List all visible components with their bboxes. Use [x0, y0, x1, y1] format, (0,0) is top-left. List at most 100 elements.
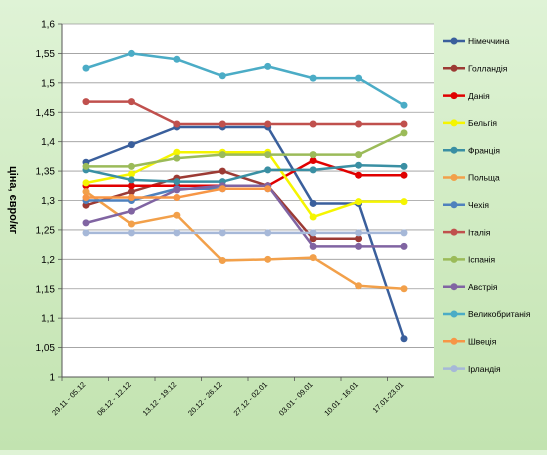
y-tick-label: 1,4 [41, 137, 55, 148]
legend-item: Австрія [443, 282, 498, 292]
data-point [309, 199, 317, 207]
y-tick-label: 1 [49, 373, 55, 384]
y-tick-label: 1,05 [36, 343, 56, 354]
series-line [85, 52, 405, 107]
data-point [82, 179, 90, 187]
data-point [309, 242, 317, 250]
data-point [355, 161, 363, 169]
data-point [355, 171, 363, 179]
data-point [309, 254, 317, 262]
data-point [127, 194, 135, 202]
data-point [264, 62, 272, 70]
legend-marker [450, 37, 458, 45]
series-line [86, 100, 404, 126]
data-point [82, 188, 90, 196]
data-point [173, 154, 181, 162]
data-point [82, 64, 90, 72]
legend-marker [450, 228, 458, 236]
data-point [264, 166, 272, 174]
legend-item: Ірландія [443, 364, 501, 374]
data-point [127, 170, 135, 178]
series-lines [82, 49, 408, 343]
data-point [218, 151, 226, 159]
data-point [264, 255, 272, 263]
data-point [127, 188, 135, 196]
data-point [127, 229, 135, 237]
legend-label: Франція [468, 145, 500, 155]
legend-label: Польща [468, 173, 500, 183]
data-point [173, 229, 181, 237]
data-point [400, 242, 408, 250]
legend-item: Голландія [443, 64, 508, 74]
data-point [218, 167, 226, 175]
data-point [173, 186, 181, 194]
data-point [218, 185, 226, 193]
legend-marker [450, 337, 458, 345]
legend-marker [450, 365, 458, 373]
series-group [82, 129, 408, 170]
data-point [127, 98, 135, 106]
data-point [309, 166, 317, 174]
data-point [218, 257, 226, 265]
series-group [82, 229, 408, 237]
data-point [309, 156, 317, 164]
series-group [82, 98, 408, 128]
legend-marker [450, 310, 458, 318]
legend-item: Чехія [443, 200, 489, 210]
legend-marker [450, 201, 458, 209]
legend-label: Німеччина [468, 36, 510, 46]
data-point [355, 74, 363, 82]
legend-item: Великобританія [443, 309, 531, 319]
x-tick-label: 20.12 - 26.12 [186, 380, 224, 418]
legend-marker [450, 92, 458, 100]
data-point [355, 151, 363, 159]
y-tick-label: 1,15 [36, 284, 56, 295]
data-point [355, 282, 363, 290]
y-axis-label: ціна, євро/кг [7, 166, 19, 235]
data-point [82, 194, 90, 202]
data-point [127, 162, 135, 170]
y-tick-label: 1,45 [36, 108, 56, 119]
data-point [127, 49, 135, 57]
x-tick-label: 27.12 - 02.01 [232, 380, 270, 418]
legend-marker [450, 146, 458, 154]
x-tick-label: 13.12 - 19.12 [141, 380, 179, 418]
data-point [355, 198, 363, 206]
data-point [127, 176, 135, 184]
y-tick-label: 1,25 [36, 225, 56, 236]
data-point [355, 229, 363, 237]
legend-label: Іспанія [468, 255, 496, 265]
data-point [309, 213, 317, 221]
legend-item: Німеччина [443, 36, 510, 46]
series-group [82, 49, 408, 109]
y-tick-label: 1,6 [41, 20, 55, 31]
data-point [400, 120, 408, 128]
legend-item: Іспанія [443, 255, 496, 265]
legend-item: Данія [443, 91, 490, 101]
legend-label: Бельгія [468, 118, 497, 128]
x-tick-label: 29.11 - 05.12 [50, 380, 87, 417]
data-point [127, 141, 135, 149]
series-line [85, 151, 404, 219]
series-group [82, 161, 408, 186]
y-tick-label: 1,35 [36, 167, 56, 178]
legend-marker [450, 255, 458, 263]
data-point [400, 335, 408, 343]
y-tick-label: 1,3 [41, 196, 55, 207]
y-tick-label: 1,55 [36, 49, 56, 60]
legend-label: Швеція [468, 337, 497, 347]
data-point [400, 129, 408, 137]
data-point [218, 120, 226, 128]
data-point [309, 229, 317, 237]
data-point [82, 98, 90, 106]
data-point [400, 198, 408, 206]
legend-label: Австрія [468, 282, 498, 292]
legend-item: Італія [443, 227, 491, 237]
data-point [309, 235, 317, 243]
legend-item: Франція [443, 145, 500, 155]
data-point [309, 151, 317, 159]
data-point [127, 220, 135, 228]
data-point [355, 120, 363, 128]
data-point [82, 219, 90, 227]
